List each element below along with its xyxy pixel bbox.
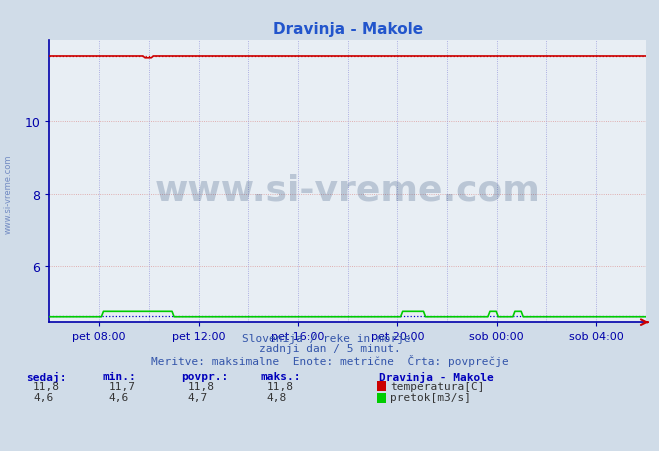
Text: Slovenija / reke in morje.: Slovenija / reke in morje. [242, 333, 417, 343]
Text: maks.:: maks.: [260, 371, 301, 381]
Text: zadnji dan / 5 minut.: zadnji dan / 5 minut. [258, 344, 401, 354]
Text: Dravinja - Makole: Dravinja - Makole [379, 371, 494, 382]
Title: Dravinja - Makole: Dravinja - Makole [273, 22, 422, 37]
Text: 11,8: 11,8 [267, 382, 294, 391]
Text: temperatura[C]: temperatura[C] [390, 382, 484, 391]
Text: 11,7: 11,7 [109, 382, 136, 391]
Text: 4,6: 4,6 [109, 392, 129, 402]
Text: 11,8: 11,8 [188, 382, 215, 391]
Text: 4,7: 4,7 [188, 392, 208, 402]
Text: sedaj:: sedaj: [26, 371, 67, 382]
Text: povpr.:: povpr.: [181, 371, 229, 381]
Text: pretok[m3/s]: pretok[m3/s] [390, 392, 471, 402]
Text: 11,8: 11,8 [33, 382, 60, 391]
Text: www.si-vreme.com: www.si-vreme.com [4, 154, 13, 234]
Text: 4,6: 4,6 [33, 392, 53, 402]
Text: www.si-vreme.com: www.si-vreme.com [155, 173, 540, 207]
Text: Meritve: maksimalne  Enote: metrične  Črta: povprečje: Meritve: maksimalne Enote: metrične Črta… [151, 354, 508, 367]
Text: min.:: min.: [102, 371, 136, 381]
Text: 4,8: 4,8 [267, 392, 287, 402]
